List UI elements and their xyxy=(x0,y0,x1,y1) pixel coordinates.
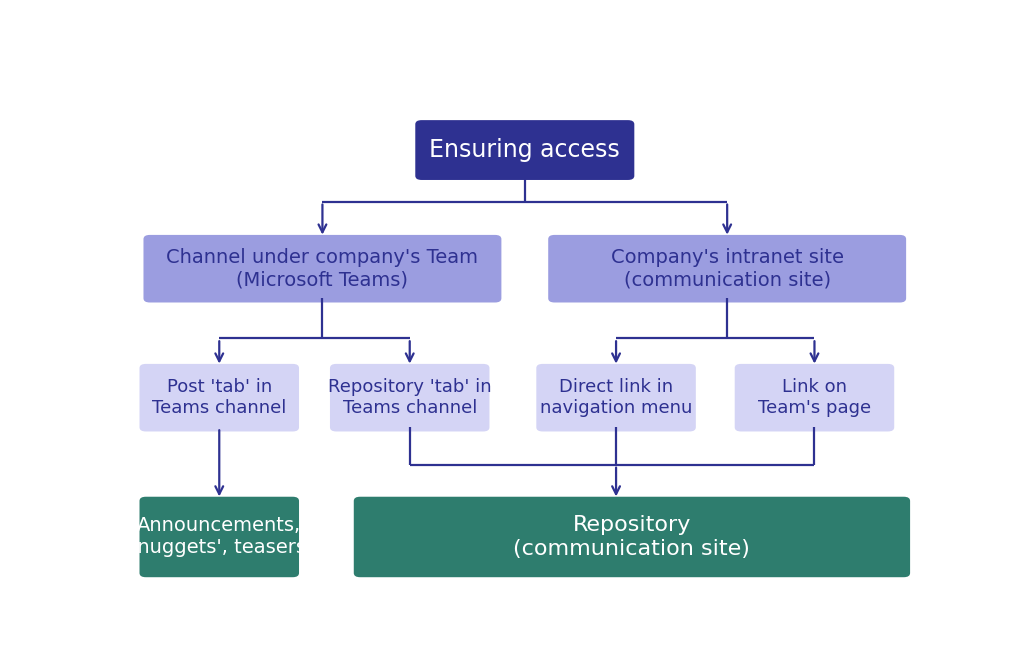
Text: Link on
Team's page: Link on Team's page xyxy=(758,379,871,417)
FancyBboxPatch shape xyxy=(416,120,634,180)
Text: Repository
(communication site): Repository (communication site) xyxy=(513,515,751,559)
FancyBboxPatch shape xyxy=(143,235,502,302)
FancyBboxPatch shape xyxy=(139,364,299,431)
Text: Company's intranet site
(communication site): Company's intranet site (communication s… xyxy=(610,248,844,289)
Text: Ensuring access: Ensuring access xyxy=(429,138,621,162)
Text: Direct link in
navigation menu: Direct link in navigation menu xyxy=(540,379,692,417)
FancyBboxPatch shape xyxy=(537,364,696,431)
Text: Channel under company's Team
(Microsoft Teams): Channel under company's Team (Microsoft … xyxy=(167,248,478,289)
FancyBboxPatch shape xyxy=(330,364,489,431)
Text: Announcements,
'nuggets', teasers: Announcements, 'nuggets', teasers xyxy=(132,517,306,557)
FancyBboxPatch shape xyxy=(548,235,906,302)
FancyBboxPatch shape xyxy=(734,364,894,431)
FancyBboxPatch shape xyxy=(139,496,299,578)
Text: Post 'tab' in
Teams channel: Post 'tab' in Teams channel xyxy=(153,379,287,417)
Text: Repository 'tab' in
Teams channel: Repository 'tab' in Teams channel xyxy=(328,379,492,417)
FancyBboxPatch shape xyxy=(353,496,910,578)
